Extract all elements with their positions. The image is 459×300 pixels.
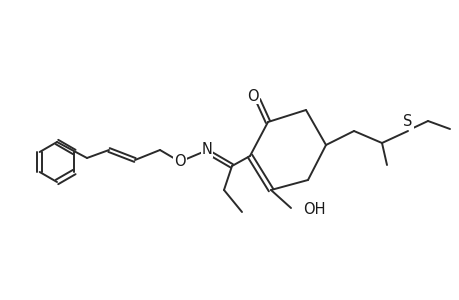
Text: O: O <box>174 154 185 169</box>
Text: S: S <box>403 114 412 129</box>
Text: O: O <box>246 88 258 104</box>
Text: OH: OH <box>302 202 325 217</box>
Text: N: N <box>201 142 212 158</box>
